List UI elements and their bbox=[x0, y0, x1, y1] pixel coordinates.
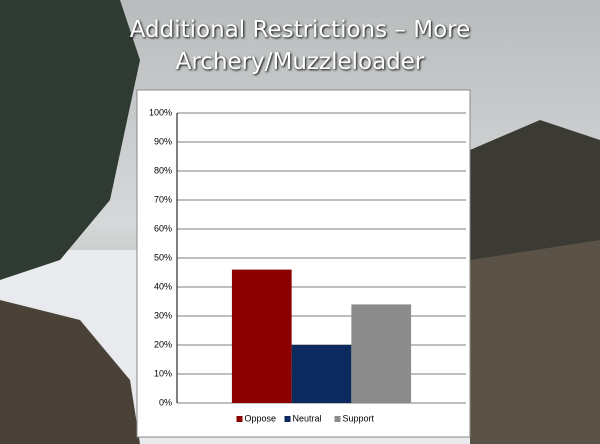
y-tick-label: 30% bbox=[154, 310, 172, 320]
bar bbox=[232, 270, 292, 403]
legend-label: Oppose bbox=[245, 413, 277, 423]
y-tick-label: 0% bbox=[159, 397, 172, 407]
legend-swatch bbox=[335, 416, 341, 422]
legend-label: Neutral bbox=[293, 413, 322, 423]
legend-label: Support bbox=[343, 413, 375, 423]
bar bbox=[351, 304, 411, 403]
bar bbox=[292, 345, 352, 403]
y-tick-label: 40% bbox=[154, 281, 172, 291]
brush-right bbox=[470, 240, 600, 444]
legend-swatch bbox=[285, 416, 291, 422]
y-tick-label: 20% bbox=[154, 339, 172, 349]
legend-swatch bbox=[237, 416, 243, 422]
y-tick-label: 100% bbox=[149, 107, 172, 117]
chart-title: Additional Restrictions – More Archery/M… bbox=[90, 14, 510, 78]
y-tick-label: 60% bbox=[154, 223, 172, 233]
slide: 0% 10% 20% 30% 40% 50% 60% 70% 80% 90% 100% Oppose N… bbox=[0, 0, 600, 444]
y-tick-label: 10% bbox=[154, 368, 172, 378]
y-tick-label: 80% bbox=[154, 165, 172, 175]
y-tick-label: 70% bbox=[154, 194, 172, 204]
y-tick-label: 50% bbox=[154, 252, 172, 262]
y-tick-label: 90% bbox=[154, 136, 172, 146]
